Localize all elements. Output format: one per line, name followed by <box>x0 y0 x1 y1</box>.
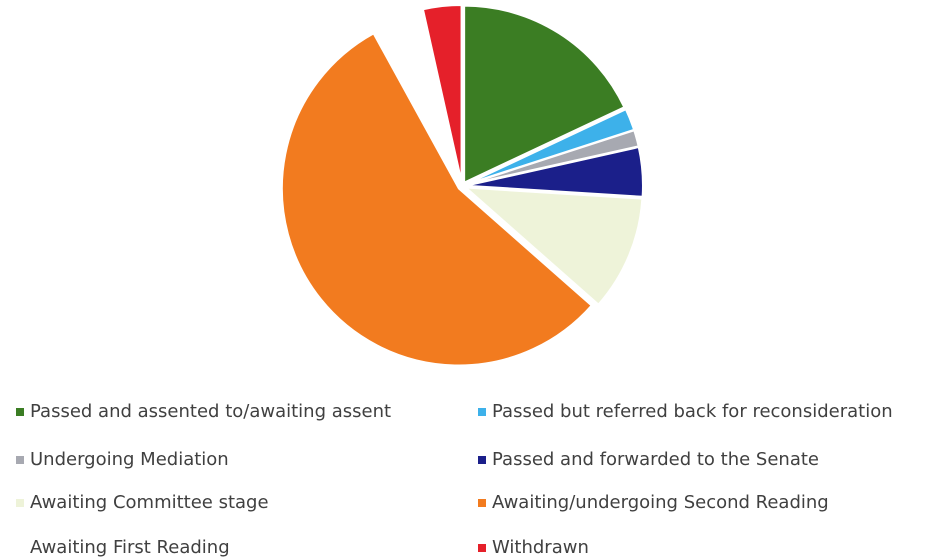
legend-swatch <box>16 408 24 416</box>
legend-label: Passed but referred back for reconsidera… <box>492 401 893 422</box>
legend-swatch <box>478 499 486 507</box>
legend-label: Undergoing Mediation <box>30 449 229 470</box>
legend-label: Awaiting Committee stage <box>30 492 269 513</box>
legend-label: Awaiting/undergoing Second Reading <box>492 492 829 513</box>
pie-slice <box>463 4 626 185</box>
legend-label: Withdrawn <box>492 537 589 557</box>
legend-swatch <box>478 408 486 416</box>
legend-swatch <box>16 456 24 464</box>
legend-swatch <box>478 544 486 552</box>
legend-label: Passed and assented to/awaiting assent <box>30 401 391 422</box>
legend-swatch <box>16 499 24 507</box>
legend-label: Awaiting First Reading <box>30 537 230 557</box>
legend-label: Passed and forwarded to the Senate <box>492 449 819 470</box>
pie-slice <box>421 4 463 183</box>
pie-slice <box>465 145 644 198</box>
legend-swatch <box>16 544 24 552</box>
legend-swatch <box>478 456 486 464</box>
pie-slice <box>280 32 594 367</box>
pie-slice <box>462 186 644 306</box>
pie-slice <box>373 8 462 183</box>
